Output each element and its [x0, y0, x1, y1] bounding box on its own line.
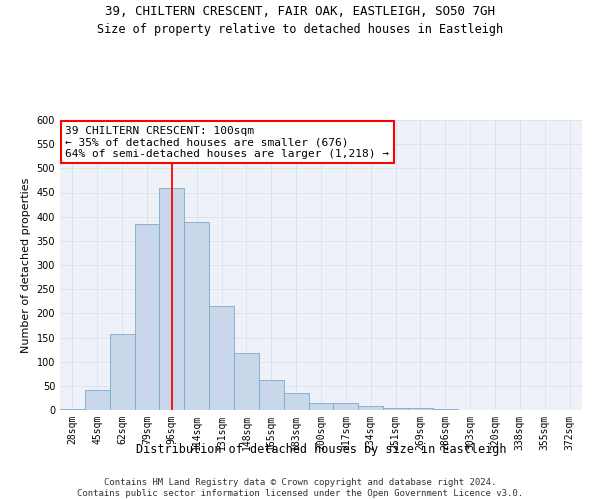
Text: Size of property relative to detached houses in Eastleigh: Size of property relative to detached ho… [97, 22, 503, 36]
Bar [334, 403, 358, 410]
Bar [85, 390, 110, 410]
Bar [308, 403, 334, 410]
Bar [383, 408, 408, 410]
Bar [160, 188, 184, 410]
Text: Distribution of detached houses by size in Eastleigh: Distribution of detached houses by size … [136, 442, 506, 456]
Text: 39 CHILTERN CRESCENT: 100sqm
← 35% of detached houses are smaller (676)
64% of s: 39 CHILTERN CRESCENT: 100sqm ← 35% of de… [65, 126, 389, 159]
Bar [234, 353, 259, 410]
Bar [134, 224, 160, 410]
Bar [184, 222, 209, 410]
Bar [209, 306, 234, 410]
Bar [110, 334, 134, 410]
Bar [358, 406, 383, 410]
Bar [60, 408, 85, 410]
Text: Contains HM Land Registry data © Crown copyright and database right 2024.
Contai: Contains HM Land Registry data © Crown c… [77, 478, 523, 498]
Bar [433, 409, 458, 410]
Bar [284, 393, 308, 410]
Bar [408, 408, 433, 410]
Y-axis label: Number of detached properties: Number of detached properties [21, 178, 31, 352]
Text: 39, CHILTERN CRESCENT, FAIR OAK, EASTLEIGH, SO50 7GH: 39, CHILTERN CRESCENT, FAIR OAK, EASTLEI… [105, 5, 495, 18]
Bar [259, 380, 284, 410]
